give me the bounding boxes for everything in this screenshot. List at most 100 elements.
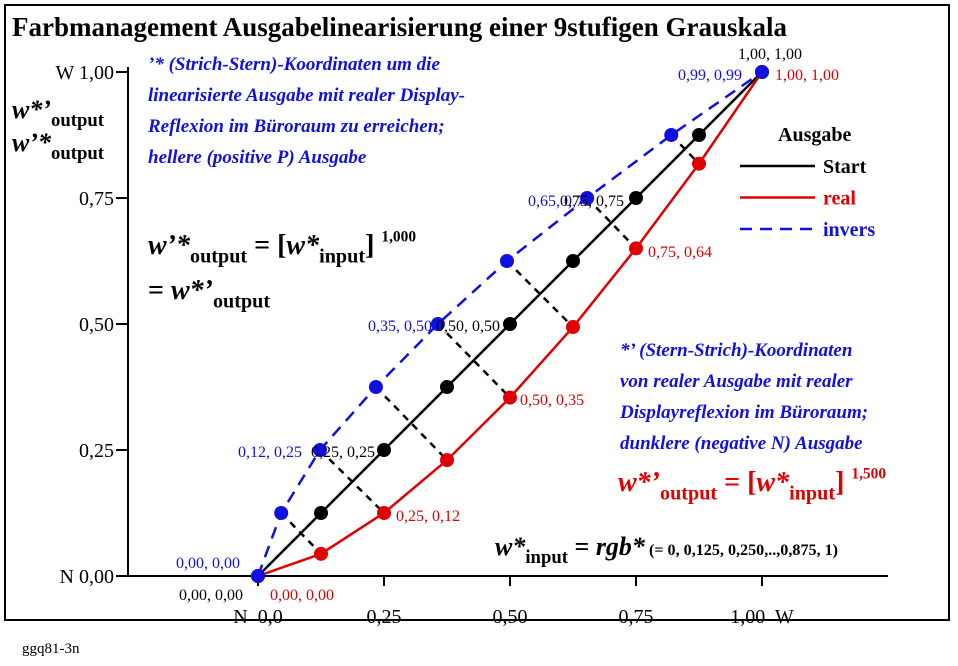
- formula-part: w*: [286, 230, 320, 261]
- point-label: 0,75, 0,75: [560, 193, 624, 210]
- data-point: [440, 453, 454, 468]
- x-tick-label: 0,50: [493, 606, 528, 628]
- data-point: [274, 506, 289, 520]
- formula-part: =: [148, 275, 171, 306]
- formula-part: input: [525, 547, 568, 568]
- formula-part: 1,500: [851, 465, 886, 482]
- data-point: [312, 443, 327, 457]
- legend-label: invers: [823, 219, 875, 241]
- x-tick-label: 0,25: [367, 606, 402, 628]
- series-line: [256, 70, 763, 577]
- point-label: 0,99, 0,99: [678, 67, 742, 84]
- point-label: 0,75, 0,64: [648, 244, 712, 261]
- formula-part: w’*: [148, 230, 191, 261]
- formula-part: w*: [495, 532, 526, 561]
- point-label: 0,00, 0,00: [179, 587, 243, 604]
- point-label: 0,12, 0,25: [238, 444, 302, 461]
- x-tick-label: 0,75: [619, 606, 654, 628]
- formula: w*’output = [w*input] 1,500: [618, 465, 886, 504]
- frame: [4, 4, 950, 621]
- point-label: 0,00, 0,00: [270, 587, 334, 604]
- chart-title: Farbmanagement Ausgabelinearisierung ein…: [12, 12, 788, 42]
- data-point: [629, 241, 643, 256]
- data-point: [499, 254, 514, 268]
- connector: [375, 386, 448, 461]
- footer: ggq81-3n: [22, 641, 80, 657]
- formula-part: input: [319, 245, 365, 267]
- data-point: [314, 506, 328, 520]
- formula-part: ]: [365, 230, 381, 261]
- formula-part: (= 0, 0,125, 0,250,..,0,875, 1): [645, 542, 838, 559]
- formula-part: = [: [247, 230, 286, 261]
- formula-part: = [: [717, 467, 756, 498]
- formula-part: w*: [756, 467, 790, 498]
- note-line: linearisierte Ausgabe mit realer Display…: [148, 85, 465, 106]
- note-line: von realer Ausgabe mit realer: [620, 371, 853, 392]
- data-point: [314, 546, 328, 561]
- formula-part: input: [789, 482, 835, 504]
- data-point: [503, 390, 517, 405]
- point-label: 0,00, 0,00: [176, 555, 240, 572]
- formula: w’*output = [w*input] 1,000: [148, 228, 416, 267]
- data-point: [566, 320, 580, 335]
- point-label: 0,25, 0,12: [396, 508, 460, 525]
- data-point: [692, 128, 706, 142]
- note-line: Reflexion im Büroraum zu erreichen;: [147, 116, 445, 137]
- connector: [437, 323, 511, 399]
- formula-part: =: [568, 532, 596, 561]
- formula-part: output: [51, 143, 105, 164]
- point-label: 1,00, 1,00: [775, 67, 839, 84]
- note-line: hellere (positive P) Ausgabe: [148, 147, 367, 168]
- formula: w*input = rgb* (= 0, 0,125, 0,250,..,0,8…: [495, 532, 838, 568]
- formula: w’*output: [12, 128, 105, 164]
- point-label: 0,50, 0,35: [520, 392, 584, 409]
- formula-part: 1,000: [381, 228, 416, 245]
- data-point: [566, 254, 580, 268]
- data-point: [440, 380, 454, 394]
- formula-part: w*’: [171, 275, 213, 306]
- connector: [506, 260, 574, 328]
- note-line: dunklere (negative N) Ausgabe: [620, 433, 863, 454]
- formula-part: w’*: [12, 128, 52, 157]
- data-point: [629, 191, 643, 205]
- formula-part: w*’: [618, 467, 660, 498]
- data-point: [503, 317, 517, 331]
- y-tick-label: W 1,00: [55, 62, 114, 84]
- legend-label: Start: [823, 156, 867, 178]
- note-line: Displayreflexion im Büroraum;: [619, 402, 868, 423]
- point-label: 0,50, 0,50: [436, 318, 500, 335]
- data-point: [692, 156, 706, 171]
- legend-title: Ausgabe: [778, 124, 851, 146]
- formula: = w*’output: [148, 275, 270, 312]
- connector: [586, 197, 637, 250]
- point-label: 1,00, 1,00: [738, 46, 802, 63]
- point-label: 0,65, 0,75: [528, 193, 592, 210]
- y-tick-label: 0,25: [79, 440, 114, 462]
- data-point: [377, 506, 391, 520]
- data-point: [580, 191, 595, 205]
- formula-part: output: [190, 245, 247, 267]
- formula: w*’output: [12, 95, 105, 131]
- note-line: ’* (Strich-Stern)-Koordinaten um die: [148, 54, 440, 75]
- note-line: *’ (Stern-Strich)-Koordinaten: [620, 340, 852, 361]
- formula-part: output: [660, 482, 717, 504]
- data-point: [755, 65, 769, 79]
- x-tick-label: N 0,0: [233, 606, 282, 628]
- point-label: 0,25, 0,25: [311, 444, 375, 461]
- point-label: 0,35, 0,50: [368, 318, 432, 335]
- x-tick-label: 1,00 W: [730, 606, 794, 628]
- formula-part: ]: [835, 467, 851, 498]
- y-tick-label: N 0,00: [60, 566, 114, 588]
- y-tick-label: 0,75: [79, 188, 114, 210]
- data-point: [377, 443, 391, 457]
- legend-label: real: [823, 188, 856, 210]
- formula-part: output: [51, 110, 105, 131]
- formula-part: output: [213, 290, 270, 312]
- formula-part: w*’: [12, 95, 51, 124]
- data-point: [430, 317, 445, 331]
- y-tick-label: 0,50: [79, 314, 114, 336]
- data-point: [251, 569, 265, 583]
- data-point: [664, 128, 679, 142]
